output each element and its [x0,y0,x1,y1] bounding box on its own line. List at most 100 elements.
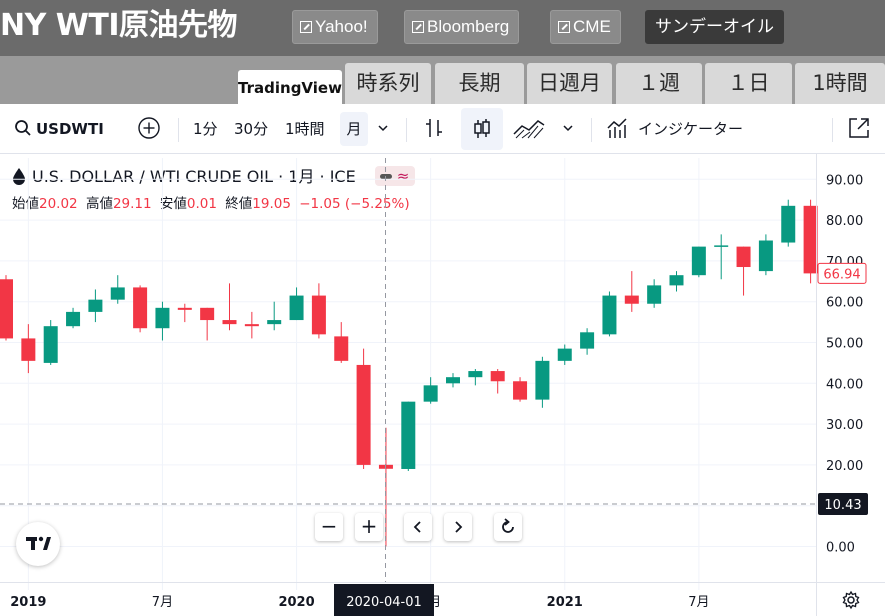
tab-tradingview[interactable]: TradingView [238,70,342,105]
tab-day-week-month[interactable]: 日週月 [527,63,612,104]
bars-icon [426,119,442,137]
candle [580,328,595,355]
tab-1-week[interactable]: １週 [616,63,702,104]
candle [691,246,706,278]
zoom-out-button[interactable]: − [315,513,343,541]
candle [0,275,13,341]
candle [21,324,36,374]
reset-icon [502,518,514,533]
candle-body [513,381,528,400]
external-link-icon [412,21,424,33]
candle-body [446,377,460,384]
candle-body [0,279,13,339]
chevron-left-icon [413,521,421,533]
crosshair-date-box [334,584,434,616]
x-tick-label: 2021 [547,595,583,610]
open-external-button[interactable] [847,104,871,154]
candle [200,307,215,341]
candle [334,322,349,363]
interval-dropdown-button[interactable] [376,104,390,154]
area-chart-icon [513,120,545,139]
candle-body [311,295,326,335]
candle-body [356,364,371,465]
candle [803,199,818,284]
y-tick-label: 20.00 [826,459,863,474]
candle [155,301,170,341]
candle [624,271,639,312]
candle-body [490,371,505,382]
candle [66,307,81,329]
scroll-right-button[interactable] [444,513,472,541]
tab-timeseries[interactable]: 時系列 [345,63,431,104]
candle [423,377,438,404]
x-tick-label: 7月 [688,595,709,610]
zoom-in-button[interactable]: + [355,513,383,541]
y-tick-label: 0.00 [826,541,855,556]
tab-1-day[interactable]: １日 [705,63,792,104]
bar-style-button[interactable] [422,104,446,154]
candle [88,289,103,323]
oil-drop-icon [13,168,25,185]
external-link-icon [300,21,312,33]
toolbar-divider [406,118,407,142]
candle [714,234,729,280]
area-style-button[interactable] [512,104,546,154]
candle [177,303,192,323]
external-link-icon [558,21,570,33]
page-title: NY WTI原油先物 [0,8,238,43]
candle-body [222,320,237,325]
candle-style-button[interactable] [461,108,503,150]
candle-body [691,246,706,276]
candle [647,279,662,308]
y-tick-label: 30.00 [826,418,863,433]
tradingview-logo-icon [26,536,51,550]
yahoo-link-label: Yahoo! [315,17,368,36]
candle-body [66,311,81,327]
reset-chart-button[interactable] [494,513,522,541]
last-price-label: 66.94 [823,267,860,282]
y-tick-label: 90.00 [826,173,863,188]
tradingview-logo[interactable] [16,522,60,566]
interval-1m-button[interactable]: 1分 [193,120,218,138]
candle-body [602,295,617,335]
candle [513,377,528,402]
symbol-search-button[interactable]: USDWTI [14,104,104,154]
yahoo-link[interactable]: Yahoo! [292,10,378,44]
candle-body [43,326,58,363]
compare-button[interactable] [137,104,161,154]
high-label: 高値 [85,196,113,212]
candle [43,320,58,365]
toolbar-divider [591,118,592,142]
high-value: 29.11 [112,196,152,212]
candle [669,271,684,292]
close-value: 19.05 [252,196,291,212]
chevron-right-icon [455,521,463,533]
sponsor-link[interactable]: サンデーオイル [645,10,784,44]
candle-body [267,320,282,325]
interval-30m-button[interactable]: 30分 [234,120,269,138]
candle [289,287,304,321]
candle-body [423,385,438,402]
interval-month-button[interactable]: 月 [340,112,368,146]
candle-body [244,324,259,327]
candle-body [714,245,729,247]
cme-link-label: CME [573,17,611,36]
open-value: 20.02 [39,196,78,212]
candle [110,275,125,304]
scroll-left-button[interactable] [404,513,432,541]
tab-long-term[interactable]: 長期 [435,63,524,104]
cme-link[interactable]: CME [550,10,621,44]
toolbar-divider [178,118,179,142]
gear-icon[interactable] [841,590,861,610]
candle [736,246,751,296]
y-tick-label: 40.00 [826,377,863,392]
interval-1h-button[interactable]: 1時間 [285,120,325,138]
bloomberg-link[interactable]: Bloomberg [404,10,520,44]
tab-1-hour[interactable]: 1時間 [795,63,885,104]
chart-type-dropdown-button[interactable] [561,104,575,154]
last-price-box [817,262,867,284]
indicators-button[interactable]: インジケーター [606,104,743,154]
candle [133,285,148,333]
candle-body [803,205,818,274]
